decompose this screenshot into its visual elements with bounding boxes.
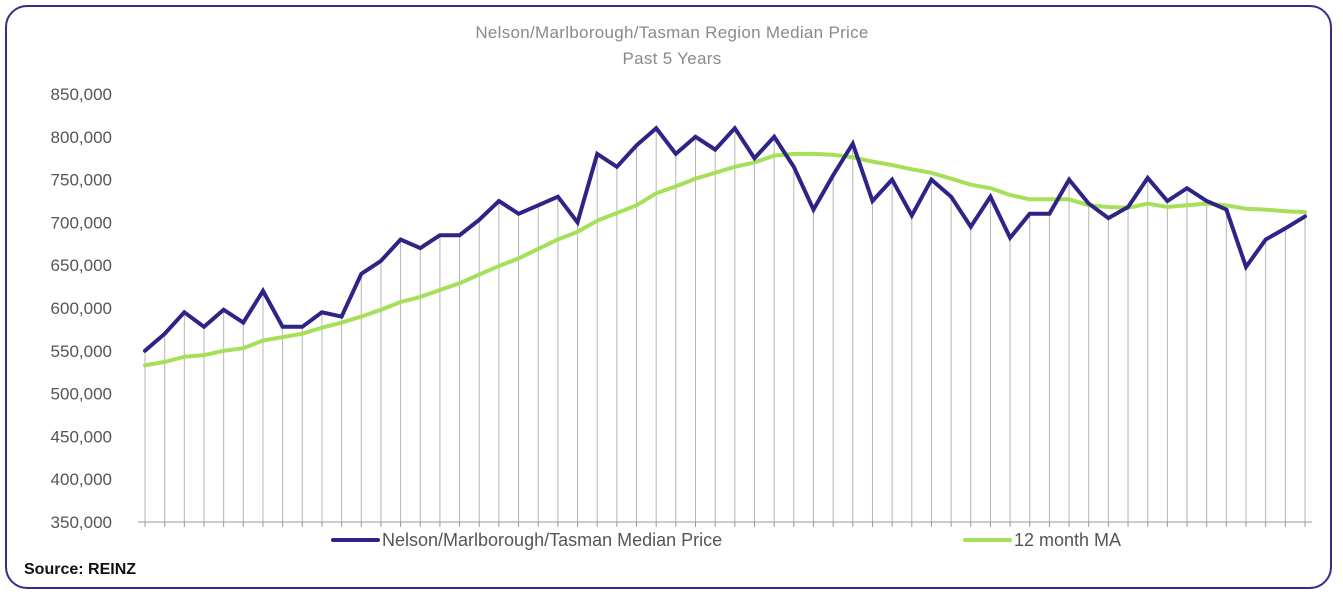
y-tick-label: 350,000 <box>51 513 112 532</box>
y-tick-label: 400,000 <box>51 470 112 489</box>
source-note: Source: REINZ <box>24 561 136 578</box>
legend: Nelson/Marlborough/Tasman Median Price 1… <box>331 530 1121 550</box>
chart-subtitle: Past 5 Years <box>622 49 721 68</box>
price-series-line <box>143 124 1307 353</box>
chart-frame <box>5 5 1332 589</box>
y-tick-label: 850,000 <box>51 85 112 104</box>
y-tick-label: 600,000 <box>51 299 112 318</box>
legend-label-ma: 12 month MA <box>1014 530 1121 550</box>
y-tick-label: 500,000 <box>51 385 112 404</box>
y-axis: 850,000 800,000 750,000 700,000 650,000 600,0… <box>51 85 112 532</box>
drop-lines <box>144 128 1306 522</box>
y-tick-label: 550,000 <box>51 342 112 361</box>
y-tick-label: 650,000 <box>51 256 112 275</box>
y-tick-label: 450,000 <box>51 427 112 446</box>
legend-label-price: Nelson/Marlborough/Tasman Median Price <box>382 530 722 550</box>
ma-series-line <box>143 151 1307 368</box>
y-tick-label: 700,000 <box>51 213 112 232</box>
y-tick-label: 800,000 <box>51 128 112 147</box>
y-tick-label: 750,000 <box>51 171 112 190</box>
x-axis-ticks <box>144 522 1306 527</box>
series-lines <box>143 124 1307 368</box>
chart-title: Nelson/Marlborough/Tasman Region Median … <box>475 23 868 42</box>
